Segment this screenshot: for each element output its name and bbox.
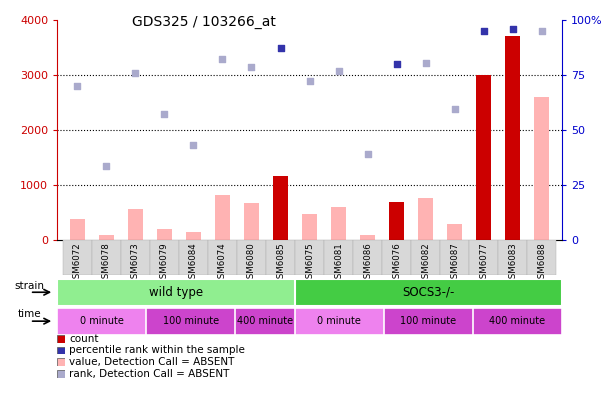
Text: GSM6088: GSM6088 <box>537 242 546 284</box>
Bar <box>505 36 520 240</box>
Text: value, Detection Call = ABSENT: value, Detection Call = ABSENT <box>69 357 234 367</box>
Bar <box>440 240 469 275</box>
Point <box>450 106 459 112</box>
Bar <box>70 219 85 240</box>
Bar <box>208 240 237 275</box>
Text: wild type: wild type <box>149 286 203 299</box>
Text: 100 minute: 100 minute <box>163 316 219 326</box>
Bar <box>99 235 114 240</box>
Text: GSM6086: GSM6086 <box>363 242 372 284</box>
Point <box>218 56 227 62</box>
Text: count: count <box>69 333 99 344</box>
Text: GSM6072: GSM6072 <box>73 242 82 284</box>
Bar <box>534 97 549 240</box>
Text: GDS325 / 103266_at: GDS325 / 103266_at <box>132 15 276 29</box>
Point <box>508 25 517 32</box>
Text: GSM6079: GSM6079 <box>160 242 169 284</box>
Bar <box>411 240 440 275</box>
Text: 100 minute: 100 minute <box>400 316 456 326</box>
Bar <box>157 228 172 240</box>
Text: GSM6084: GSM6084 <box>189 242 198 284</box>
Point <box>160 111 169 118</box>
Point <box>421 59 430 66</box>
Bar <box>331 207 346 240</box>
Text: GSM6077: GSM6077 <box>479 242 488 284</box>
Bar <box>128 209 142 240</box>
Text: rank, Detection Call = ABSENT: rank, Detection Call = ABSENT <box>69 369 230 379</box>
Bar <box>63 240 92 275</box>
Point <box>276 45 285 51</box>
Bar <box>179 240 208 275</box>
Point <box>189 141 198 148</box>
Text: GSM6085: GSM6085 <box>276 242 285 284</box>
Bar <box>302 214 317 240</box>
Text: GSM6078: GSM6078 <box>102 242 111 284</box>
Bar <box>469 240 498 275</box>
Bar <box>382 240 411 275</box>
Text: GSM6087: GSM6087 <box>450 242 459 284</box>
Point <box>392 61 401 67</box>
Text: 400 minute: 400 minute <box>489 316 546 326</box>
Bar <box>266 240 295 275</box>
Bar <box>186 232 201 240</box>
Bar <box>215 194 230 240</box>
Text: GSM6081: GSM6081 <box>334 242 343 284</box>
Bar <box>353 240 382 275</box>
Text: time: time <box>18 309 41 320</box>
Point <box>305 78 314 84</box>
Text: strain: strain <box>15 280 44 291</box>
Text: 0 minute: 0 minute <box>317 316 361 326</box>
Text: GSM6083: GSM6083 <box>508 242 517 284</box>
Point <box>537 28 546 34</box>
Bar <box>150 240 179 275</box>
Bar <box>498 240 527 275</box>
Point <box>363 151 373 157</box>
Point <box>73 82 82 89</box>
Bar <box>92 240 121 275</box>
Text: GSM6073: GSM6073 <box>131 242 140 284</box>
Text: 0 minute: 0 minute <box>80 316 124 326</box>
Bar <box>389 202 404 240</box>
Bar <box>360 235 375 240</box>
Bar <box>121 240 150 275</box>
Text: GSM6082: GSM6082 <box>421 242 430 284</box>
Text: SOCS3-/-: SOCS3-/- <box>402 286 454 299</box>
Text: percentile rank within the sample: percentile rank within the sample <box>69 345 245 356</box>
Bar <box>527 240 556 275</box>
Text: GSM6080: GSM6080 <box>247 242 256 284</box>
Bar <box>477 75 491 240</box>
Text: 400 minute: 400 minute <box>237 316 293 326</box>
Text: GSM6076: GSM6076 <box>392 242 401 284</box>
Bar <box>295 240 324 275</box>
Point <box>246 63 256 70</box>
Bar <box>273 176 288 240</box>
Bar <box>418 198 433 240</box>
Text: GSM6074: GSM6074 <box>218 242 227 284</box>
Bar <box>324 240 353 275</box>
Text: GSM6075: GSM6075 <box>305 242 314 284</box>
Point <box>334 68 343 74</box>
Point <box>479 28 489 34</box>
Bar <box>244 203 259 240</box>
Point <box>130 70 140 76</box>
Bar <box>237 240 266 275</box>
Point <box>102 163 111 169</box>
Bar <box>447 224 462 240</box>
